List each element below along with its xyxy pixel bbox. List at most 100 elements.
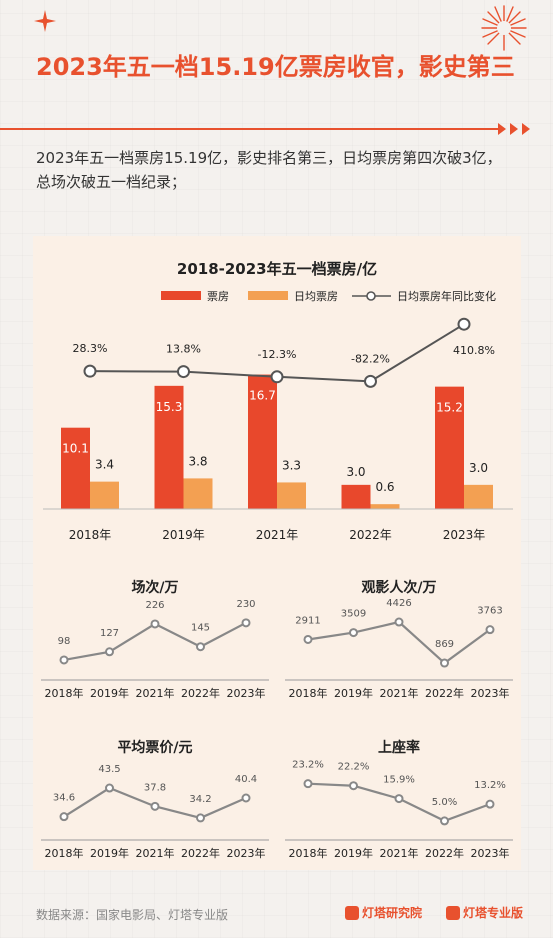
bar-label-box-office-1: 15.3 [156,400,183,414]
lighthouse-icon [345,905,359,920]
small-x-tick-0-2: 2021年 [136,686,175,700]
small-label-1-4: 3763 [477,606,502,617]
legend-swatch-daily [248,291,288,300]
small-label-1-2: 4426 [386,598,411,609]
bar-daily-0 [90,481,119,509]
bar-label-daily-4: 3.0 [469,461,488,475]
bar-daily-1 [183,478,213,509]
bar-label-box-office-0: 10.1 [62,442,89,456]
triple-arrow-icon [498,123,530,135]
occupancy-line-chart: 上座率 23.2% 2018年 22.2% 2019年 15.9% 2021年 5.0% 202… [285,739,513,860]
small-label-0-2: 226 [145,600,164,611]
page-subtitle: 2023年五一档票房15.19亿，影史排名第三，日均票房第四次破3亿，总场次破五… [36,149,502,191]
bar-label-box-office-4: 15.2 [436,401,463,415]
small-label-3-1: 22.2% [338,762,370,773]
yoy-point-4 [457,317,471,331]
small-chart-title-2: 平均票价/元 [117,739,192,756]
main-bar-chart: 2018-2023年五一档票房/亿 票房 日均票房 日均票房年同比变化 10.1 3.… [43,260,513,542]
small-point-3-3 [440,816,449,826]
small-label-1-3: 869 [435,639,454,650]
yoy-label-1: 13.8% [166,343,201,356]
small-x-tick-3-3: 2022年 [425,846,464,860]
small-point-0-3 [196,642,205,652]
small-label-2-1: 43.5 [98,764,120,775]
logo2-text: 灯塔专业版 [463,906,524,920]
bar-label-daily-2: 3.3 [282,458,301,472]
small-x-tick-2-3: 2022年 [181,846,220,860]
small-x-tick-3-4: 2023年 [471,846,510,860]
small-point-3-1 [349,781,358,791]
small-point-0-4 [241,618,251,628]
small-label-3-3: 5.0% [432,797,457,808]
yoy-point-2 [270,370,284,384]
data-source-note: 数据来源：国家电影局、灯塔专业版 [36,908,229,922]
yoy-point-1 [177,365,190,379]
small-point-0-2 [150,619,160,629]
legend-label-yoy: 日均票房年同比变化 [397,289,496,303]
small-point-2-1 [105,783,114,793]
yoy-point-0 [83,364,97,378]
small-point-1-1 [349,628,358,638]
small-label-0-0: 98 [58,636,71,647]
x-tick-label-4: 2023年 [443,528,486,542]
title-divider [0,128,500,130]
yoy-label-0: 28.3% [73,342,108,355]
small-x-tick-1-3: 2022年 [425,686,464,700]
x-tick-label-0: 2018年 [69,528,112,542]
small-label-3-4: 13.2% [474,780,506,791]
small-point-0-0 [59,655,69,665]
sparkle-icon [34,10,56,32]
small-x-tick-0-3: 2022年 [181,686,220,700]
small-label-2-0: 34.6 [53,793,75,804]
bar-box-office-1 [154,385,184,509]
small-label-0-4: 230 [236,599,255,610]
chart-panel [33,236,521,870]
small-x-tick-1-4: 2023年 [471,686,510,700]
bar-daily-3 [370,504,400,509]
bar-label-daily-1: 3.8 [188,454,207,468]
small-x-tick-1-2: 2021年 [380,686,419,700]
small-point-1-2 [394,617,404,627]
x-tick-label-2: 2021年 [256,528,299,542]
small-x-tick-0-4: 2023年 [227,686,266,700]
small-chart-title-0: 场次/万 [131,579,178,596]
legend-swatch-box-office [161,291,201,300]
legend-label-daily: 日均票房 [294,290,338,303]
small-label-1-0: 2911 [295,615,320,626]
small-x-tick-1-1: 2019年 [334,686,373,700]
legend-label-box-office: 票房 [207,290,229,303]
bar-label-daily-0: 3.4 [95,458,114,472]
dengta-research-logo: 灯塔研究院 [345,904,422,921]
page-title: 2023年五一档15.19亿票房收官，影史第三 [36,53,515,81]
bar-daily-4 [464,484,493,509]
yoy-label-2: -12.3% [258,348,297,361]
small-point-2-2 [150,801,160,811]
small-chart-title-3: 上座率 [378,739,420,756]
lighthouse-icon [446,905,460,920]
small-x-tick-2-4: 2023年 [227,846,266,860]
small-label-2-4: 40.4 [235,774,257,785]
small-label-3-2: 15.9% [383,775,415,786]
bar-box-office-2 [248,374,277,509]
bar-box-office-0 [61,427,90,509]
legend-marker-yoy [366,291,376,301]
small-point-3-4 [485,799,495,809]
bar-label-box-office-2: 16.7 [249,389,276,403]
small-label-0-3: 145 [191,623,210,634]
avg-ticket-price-line-chart: 平均票价/元 34.6 2018年 43.5 2019年 37.8 2021年 34.2 202… [41,739,269,860]
logo1-text: 灯塔研究院 [362,906,423,920]
bar-box-office-3 [341,484,371,509]
admissions-line-chart: 观影人次/万 2911 2018年 3509 2019年 4426 2021年 869 2022… [285,579,513,700]
small-x-tick-1-0: 2018年 [289,686,328,700]
small-x-tick-3-1: 2019年 [334,846,373,860]
x-tick-label-1: 2019年 [162,528,205,542]
sessions-line-chart: 场次/万 98 2018年 127 2019年 226 2021年 145 2022年 230 20… [41,579,269,700]
small-label-1-1: 3509 [341,609,366,620]
small-point-2-0 [59,812,69,822]
small-line-1 [307,620,491,665]
small-point-1-4 [485,625,495,635]
small-point-1-3 [440,658,449,668]
small-label-2-2: 37.8 [144,782,166,793]
small-x-tick-0-0: 2018年 [45,686,84,700]
bar-label-daily-3: 0.6 [375,480,394,494]
